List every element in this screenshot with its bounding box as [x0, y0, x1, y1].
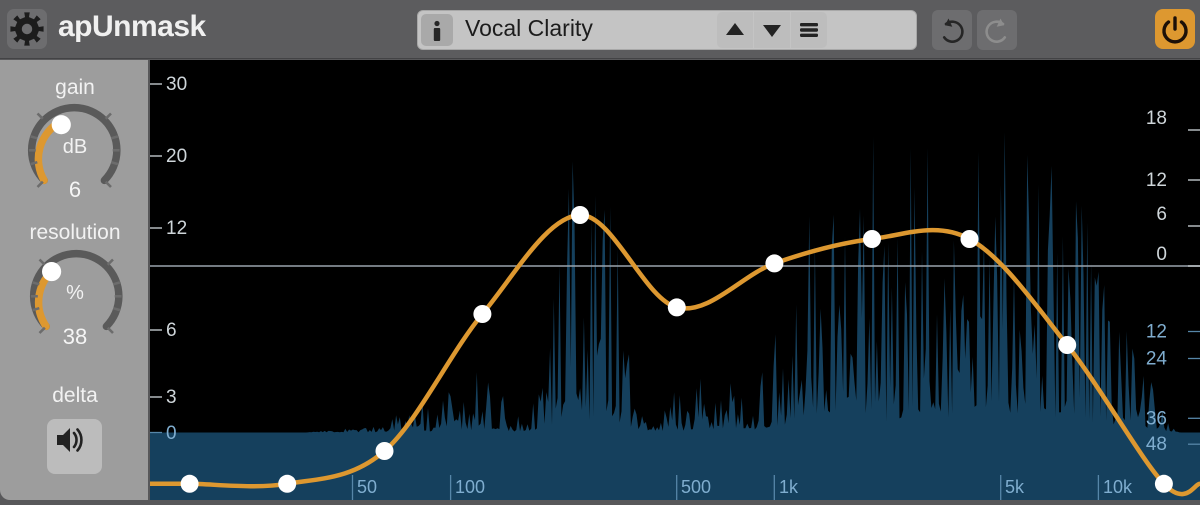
svg-text:30: 30 — [166, 74, 187, 95]
svg-text:5k: 5k — [1005, 477, 1025, 497]
svg-text:36: 36 — [1146, 408, 1167, 429]
svg-text:12: 12 — [166, 218, 187, 239]
svg-text:6: 6 — [166, 320, 177, 341]
svg-text:48: 48 — [1146, 434, 1167, 455]
svg-text:12: 12 — [1146, 170, 1167, 191]
svg-text:6: 6 — [1156, 204, 1167, 225]
svg-text:1k: 1k — [779, 477, 799, 497]
svg-text:24: 24 — [1146, 349, 1168, 370]
svg-text:500: 500 — [681, 477, 711, 497]
svg-text:0: 0 — [1156, 244, 1167, 265]
svg-text:12: 12 — [1146, 322, 1167, 343]
svg-text:10k: 10k — [1103, 477, 1133, 497]
svg-text:0: 0 — [166, 423, 177, 444]
svg-text:100: 100 — [455, 477, 485, 497]
svg-text:3: 3 — [166, 387, 177, 408]
svg-text:20: 20 — [166, 146, 187, 167]
svg-text:18: 18 — [1146, 108, 1167, 129]
svg-text:50: 50 — [357, 477, 377, 497]
